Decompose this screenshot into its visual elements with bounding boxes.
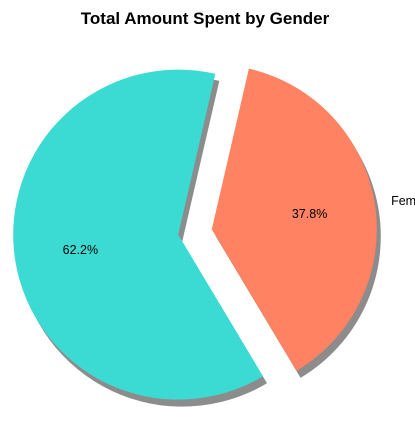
- pct-male: 62.2%: [63, 243, 98, 257]
- pie-labels: Female37.8%Male62.2%: [63, 194, 415, 257]
- slice-male: [13, 69, 263, 400]
- label-female: Female: [391, 194, 415, 208]
- chart-title: Total Amount Spent by Gender: [81, 9, 330, 28]
- slice-female: [211, 68, 377, 371]
- pct-female: 37.8%: [292, 207, 327, 221]
- pie-slices: [13, 68, 377, 400]
